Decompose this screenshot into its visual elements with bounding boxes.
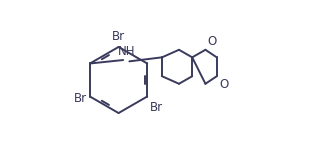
Text: Br: Br (74, 92, 87, 105)
Text: Br: Br (149, 101, 163, 114)
Text: O: O (219, 78, 228, 91)
Text: NH: NH (118, 45, 136, 58)
Text: Br: Br (112, 30, 125, 43)
Text: O: O (208, 35, 217, 48)
